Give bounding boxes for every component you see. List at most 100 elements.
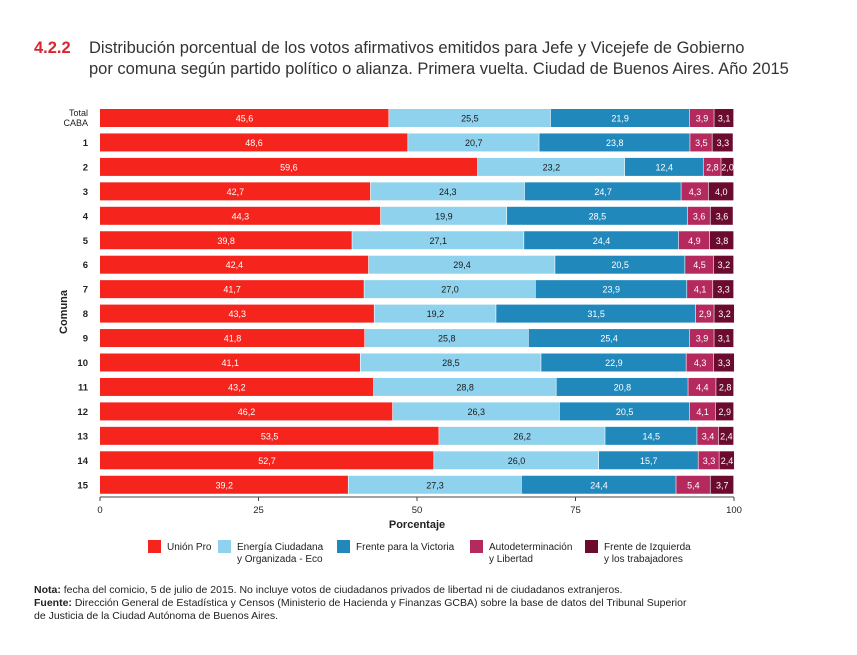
bar-segment xyxy=(100,231,352,250)
bar-segment xyxy=(365,329,528,348)
data-label: 41,7 xyxy=(223,285,241,295)
data-label: 3,2 xyxy=(718,309,731,319)
bar-segment xyxy=(539,133,690,152)
data-label: 19,2 xyxy=(427,309,445,319)
bar-segment xyxy=(710,206,733,225)
data-label: 25,4 xyxy=(600,334,618,344)
data-label: 4,9 xyxy=(688,236,701,246)
data-label: 3,3 xyxy=(718,358,731,368)
bar-segment xyxy=(681,182,709,201)
bar-segment xyxy=(100,377,374,396)
data-label: 20,8 xyxy=(614,382,632,392)
bar-segment xyxy=(392,402,560,421)
legend-swatch xyxy=(470,540,483,553)
data-label: 45,6 xyxy=(236,114,254,124)
data-label: 23,9 xyxy=(603,285,621,295)
category-label: 5 xyxy=(83,236,89,247)
data-label: 4,5 xyxy=(693,260,706,270)
legend-label: y Libertad xyxy=(489,554,533,565)
category-label: CABA xyxy=(63,118,88,128)
data-label: 21,9 xyxy=(611,114,629,124)
legend-swatch xyxy=(585,540,598,553)
bar-segment xyxy=(535,280,687,299)
data-label: 42,7 xyxy=(227,187,245,197)
bar-segment xyxy=(710,475,734,494)
data-label: 24,4 xyxy=(593,236,611,246)
legend-label: Unión Pro xyxy=(167,542,212,553)
data-label: 27,1 xyxy=(429,236,447,246)
data-label: 2,4 xyxy=(721,456,734,466)
bar-segment xyxy=(714,304,735,323)
data-label: 2,4 xyxy=(720,431,733,441)
data-label: 3,2 xyxy=(718,260,731,270)
data-label: 2,9 xyxy=(719,407,732,417)
bar-segment xyxy=(352,231,524,250)
data-label: 4,3 xyxy=(694,358,707,368)
data-label: 25,5 xyxy=(461,114,479,124)
data-label: 2,9 xyxy=(699,309,712,319)
bar-segment xyxy=(389,109,551,127)
data-label: 3,4 xyxy=(702,431,715,441)
bar-segment xyxy=(689,109,714,127)
bar-segment xyxy=(689,402,716,421)
bar-segment xyxy=(439,426,605,445)
data-label: 27,3 xyxy=(426,480,444,490)
data-label: 26,3 xyxy=(468,407,486,417)
fuente-line: Fuente: Dirección General de Estadística… xyxy=(34,597,834,610)
bar-segment xyxy=(709,231,734,250)
bar-segment xyxy=(477,157,625,176)
bar-segment xyxy=(716,377,734,396)
bar-segment xyxy=(373,377,556,396)
bar-segment xyxy=(524,182,681,201)
bar-segment xyxy=(541,353,686,372)
x-tick-label: 75 xyxy=(570,505,581,516)
chart-title-line1: Distribución porcentual de los votos afi… xyxy=(89,39,745,57)
category-label: 14 xyxy=(77,456,88,467)
data-label: 3,5 xyxy=(695,138,708,148)
bar-segment xyxy=(676,475,710,494)
bar-segment xyxy=(374,304,496,323)
bar-segment xyxy=(598,451,698,470)
data-label: 48,6 xyxy=(245,138,263,148)
bar-segment xyxy=(721,157,734,176)
bar-segment xyxy=(368,255,555,274)
legend-swatch xyxy=(148,540,161,553)
chart-title-line2: por comuna según partido político o alia… xyxy=(89,60,789,78)
bar-segment xyxy=(690,133,712,152)
bar-segment xyxy=(524,231,679,250)
bar-segment xyxy=(713,280,734,299)
legend-swatch xyxy=(337,540,350,553)
bar-segment xyxy=(521,475,676,494)
data-label: 22,9 xyxy=(605,358,623,368)
fuente-text-line1: Dirección General de Estadística y Censo… xyxy=(74,597,687,609)
legend-label: Frente de Izquierda xyxy=(604,542,691,553)
data-label: 4,0 xyxy=(715,187,728,197)
data-label: 24,7 xyxy=(594,187,612,197)
data-label: 3,6 xyxy=(716,211,729,221)
bar-segment xyxy=(713,255,734,274)
bar-segment xyxy=(698,451,719,470)
bar-segment xyxy=(370,182,525,201)
bar-segment xyxy=(100,280,364,299)
legend-swatch xyxy=(218,540,231,553)
data-label: 2,8 xyxy=(706,162,719,172)
legend-label: y los trabajadores xyxy=(604,554,683,565)
data-label: 24,3 xyxy=(439,187,457,197)
y-axis-title: Comuna xyxy=(58,289,70,334)
category-label: 7 xyxy=(83,285,88,296)
bar-segment xyxy=(687,206,710,225)
data-label: 29,4 xyxy=(453,260,471,270)
bar-segment xyxy=(507,206,688,225)
nota-text: fecha del comicio, 5 de julio de 2015. N… xyxy=(63,584,623,596)
data-label: 39,8 xyxy=(217,236,235,246)
bar-segment xyxy=(703,157,721,176)
bar-segment xyxy=(100,426,439,445)
bar-segment xyxy=(719,451,735,470)
data-label: 5,4 xyxy=(687,480,700,490)
category-label: 9 xyxy=(83,334,88,345)
data-label: 4,1 xyxy=(696,407,709,417)
bar-segment xyxy=(100,182,371,201)
bar-segment xyxy=(348,475,522,494)
data-label: 27,0 xyxy=(441,285,459,295)
